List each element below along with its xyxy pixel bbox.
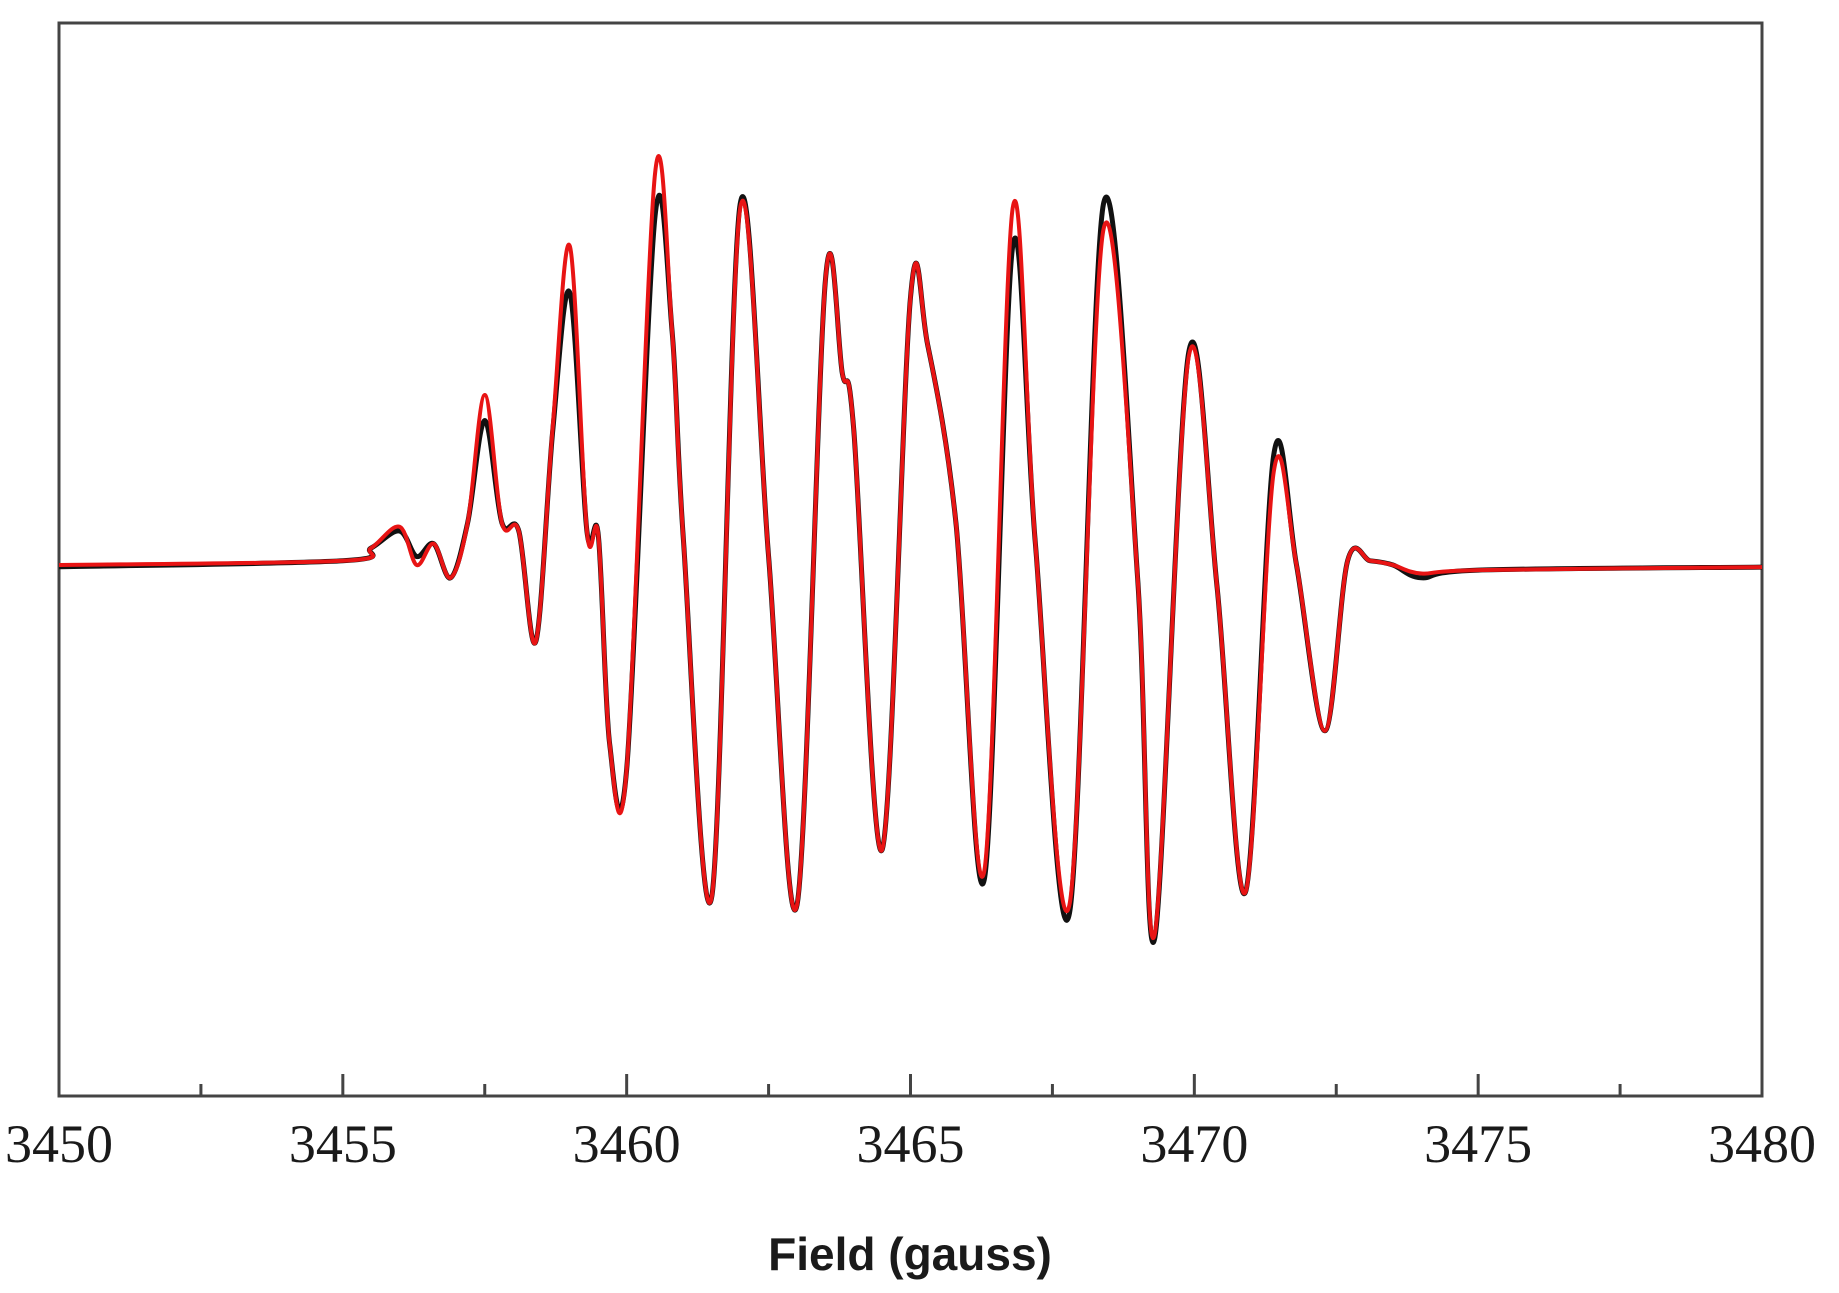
x-axis-title: Field (gauss) (768, 1228, 1052, 1280)
series-layer (58, 154, 1763, 945)
x-tick-label: 3465 (857, 1114, 965, 1174)
x-tick-label: 3455 (289, 1114, 397, 1174)
x-tick-label: 3450 (5, 1114, 113, 1174)
x-tick-label: 3475 (1424, 1114, 1532, 1174)
x-axis-ticks (57, 1074, 1764, 1096)
x-axis-tick-labels: 3450 3455 3460 3465 3470 3475 3480 (5, 1114, 1816, 1174)
x-tick-label: 3460 (573, 1114, 681, 1174)
x-tick-label: 3480 (1708, 1114, 1816, 1174)
series-line-simulated (58, 154, 1763, 940)
x-tick-label: 3470 (1140, 1114, 1248, 1174)
